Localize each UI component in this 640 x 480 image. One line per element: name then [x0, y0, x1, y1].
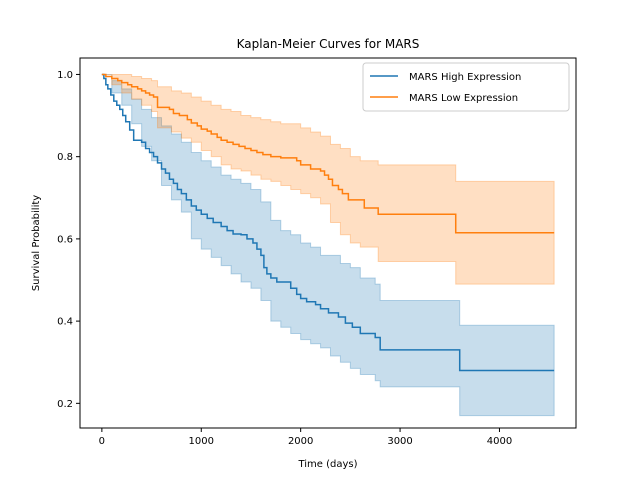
survival-curves: [101, 73, 555, 372]
y-tick-label: 1.0: [57, 70, 73, 81]
y-tick-label: 0.8: [57, 152, 73, 163]
x-tick-label: 2000: [288, 436, 313, 447]
survival-curve-low: [101, 73, 555, 234]
x-tick-label: 4000: [487, 436, 512, 447]
y-axis-label: Survival Probability: [31, 195, 42, 291]
y-tick-label: 0.6: [57, 234, 73, 245]
legend-label-high: MARS High Expression: [409, 72, 521, 83]
y-axis: 0.2 0.4 0.6 0.8 1.0: [57, 70, 80, 410]
x-axis: 0 1000 2000 3000 4000: [99, 428, 512, 447]
x-tick-label: 3000: [387, 436, 412, 447]
y-tick-label: 0.2: [57, 399, 73, 410]
confidence-band-high: [101, 73, 555, 417]
x-tick-label: 1000: [189, 436, 214, 447]
plot-frame: [79, 57, 577, 429]
legend: MARS High Expression MARS Low Expression: [362, 62, 570, 112]
x-axis-label: Time (days): [297, 459, 357, 470]
x-tick-label: 0: [99, 436, 105, 447]
y-tick-label: 0.4: [57, 317, 73, 328]
chart-title: Kaplan-Meier Curves for MARS: [237, 37, 420, 51]
legend-box: [362, 62, 570, 112]
survival-curve-high: [101, 73, 555, 372]
legend-label-low: MARS Low Expression: [409, 93, 518, 104]
plot-area: [79, 57, 577, 429]
